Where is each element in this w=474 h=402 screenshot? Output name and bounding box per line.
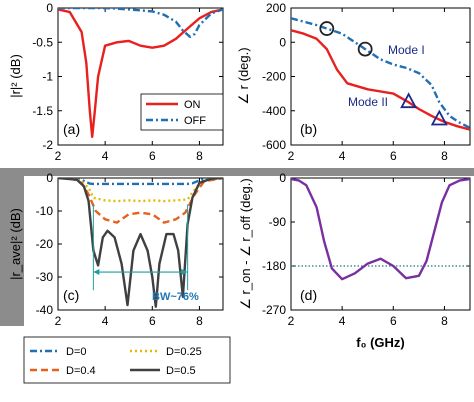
x-tick-label: 4 (102, 149, 109, 163)
y-tick-label: 0 (46, 1, 53, 15)
gray-band-left (0, 168, 24, 326)
y-axis-label: |r_ave|² (dB) (8, 208, 23, 280)
plot-frame (290, 177, 471, 311)
legend-bottom-box (23, 336, 231, 384)
bw-arrow-head-left (93, 269, 100, 276)
y-tick-label: -30 (36, 270, 54, 284)
legend-a-on-label: ON (184, 99, 201, 111)
y-tick-label: 0 (279, 35, 286, 49)
y-tick-label: -180 (262, 259, 286, 273)
y-tick-label: -600 (262, 138, 286, 152)
y-tick-label: 0 (46, 171, 53, 185)
y-tick-label: -20 (36, 237, 54, 251)
x-tick-label: 8 (196, 149, 203, 163)
mode-i-marker (319, 21, 335, 36)
series-line-d05 (58, 178, 223, 308)
series-line-on (58, 8, 223, 138)
legend-a: ON OFF (140, 93, 224, 131)
x-tick-label: 6 (149, 149, 156, 163)
panel-d: 2 4 6 8 0 -90 -180 -270 (d) ∠ r_on - ∠ r_off (deg… (238, 171, 471, 350)
x-tick-label: 2 (55, 149, 62, 163)
legend-bottom: D=0 D=0.25 D=0.4 D=0.5 (23, 336, 231, 384)
legend-d04-label: D=0.4 (66, 365, 96, 377)
x-tick-label: 8 (196, 314, 203, 328)
mode-i-label: Mode I (388, 43, 425, 57)
x-tick-label: 2 (288, 314, 295, 328)
x-tick-label: 6 (149, 314, 156, 328)
gray-band-top-right (228, 168, 474, 176)
panel-tag: (c) (63, 287, 79, 303)
y-tick-label: -2 (42, 138, 53, 152)
legend-d0-label: D=0 (66, 346, 87, 358)
y-axis-label: ∠ r_on - ∠ r_off (deg.) (238, 178, 253, 309)
mode-ii-label: Mode II (348, 95, 388, 109)
x-tick-label: 4 (102, 314, 109, 328)
series-line-main (291, 178, 470, 281)
x-tick-label: 6 (390, 314, 397, 328)
series-line-off (291, 17, 470, 129)
x-tick-label: 4 (339, 149, 346, 163)
bandwidth-label: BW~76% (152, 291, 199, 303)
mode-ii-marker (430, 109, 448, 126)
bw-arrow-head-right (181, 269, 188, 276)
panel-tag: (a) (63, 121, 80, 137)
y-tick-label: -400 (262, 104, 286, 118)
y-tick-label: -1 (42, 70, 53, 84)
gray-band-top-left (0, 168, 228, 176)
y-axis-label: |r|² (dB) (8, 54, 23, 98)
legend-a-off-label: OFF (184, 115, 206, 127)
y-tick-label: -0.5 (32, 35, 53, 49)
panel-tag: (b) (300, 121, 317, 137)
y-tick-label: 0 (279, 171, 286, 185)
panel-a: 2 4 6 8 0 -0.5 -1 -1.5 -2 (a) |r|² (dB) (8, 1, 224, 163)
x-tick-label: 4 (339, 314, 346, 328)
series-line-d04 (58, 178, 223, 224)
x-tick-label: 8 (441, 314, 448, 328)
x-tick-label: 2 (288, 149, 295, 163)
mode-ii-marker (400, 92, 418, 109)
y-tick-label: -270 (262, 303, 286, 317)
series-line-d0 (58, 178, 223, 186)
mode-i-marker (357, 41, 373, 57)
y-axis-label: ∠ r (deg.) (236, 47, 251, 104)
x-tick-label: 2 (55, 314, 62, 328)
legend-d025-label: D=0.25 (166, 346, 202, 358)
series-line-on (291, 29, 470, 131)
panel-tag: (d) (300, 287, 317, 303)
x-axis-label: f₀ (GHz) (356, 335, 404, 350)
x-tick-label: 8 (441, 149, 448, 163)
y-tick-label: 200 (266, 1, 286, 15)
y-tick-label: -200 (262, 70, 286, 84)
legend-a-box (140, 93, 224, 131)
legend-d05-label: D=0.5 (166, 365, 196, 377)
y-tick-label: -40 (36, 303, 54, 317)
y-tick-label: -1.5 (32, 104, 53, 118)
y-tick-label: -90 (269, 215, 287, 229)
series-line-off (58, 8, 223, 38)
panel-b: 2 4 6 8 200 0 -200 -400 -600 (b) ∠ r (deg.) (236, 1, 471, 163)
y-tick-label: -10 (36, 204, 54, 218)
x-tick-label: 6 (390, 149, 397, 163)
series-line-d025 (58, 178, 223, 203)
